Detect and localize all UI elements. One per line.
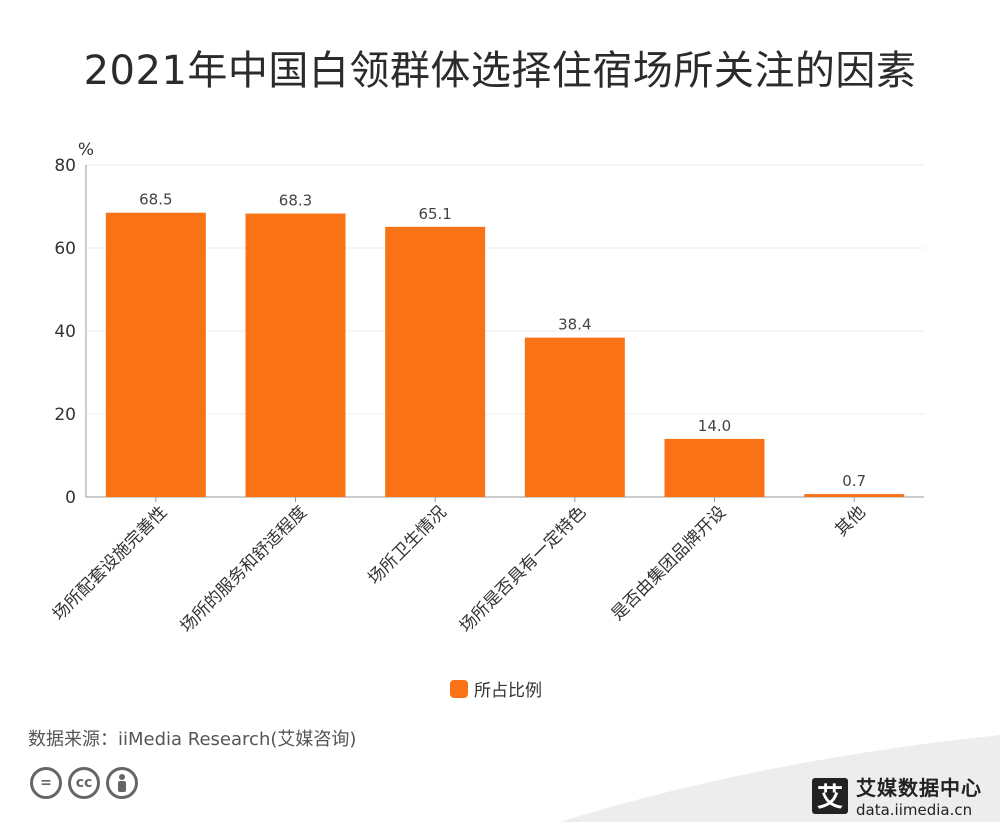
chart-title: 2021年中国白领群体选择住宿场所关注的因素 [83,48,917,94]
y-tick-label: 20 [54,405,76,425]
license-icons: = cc [30,767,138,799]
bar [245,213,346,497]
y-tick-label: 40 [54,322,76,342]
value-label: 68.3 [279,192,312,210]
x-tick-label: 场所是否具有一定特色 [456,502,590,636]
cc-icon: cc [68,767,100,799]
brand-name: 艾媒数据中心 [856,776,982,800]
source-note: 数据来源：iiMedia Research(艾媒咨询) [28,729,357,750]
y-unit-label: % [78,140,94,160]
x-tick-label: 是否由集团品牌开设 [608,502,730,624]
brand-block: 艾 艾媒数据中心 data.iimedia.cn [812,772,982,819]
y-tick-label: 0 [65,488,76,508]
value-label: 14.0 [698,417,731,435]
bar [524,337,625,497]
y-tick-label: 60 [54,239,76,259]
brand-url: data.iimedia.cn [856,801,973,819]
y-tick-label: 80 [54,156,76,176]
value-label: 38.4 [558,316,591,334]
x-tick-label: 场所卫生情况 [364,502,450,588]
legend-label: 所占比例 [474,681,542,701]
x-tick-label: 场所配套设施完善性 [49,502,171,624]
bar [664,438,765,497]
legend-swatch [450,679,468,698]
bar [804,494,905,497]
bar [105,212,206,497]
value-label: 68.5 [139,191,172,209]
value-label: 65.1 [418,205,451,223]
x-tick-label: 场所的服务和舒适程度 [177,502,311,636]
value-label: 0.7 [842,472,866,490]
equals-icon: = [30,767,62,799]
brand-logo-icon: 艾 [812,777,848,814]
x-tick-label: 其他 [832,502,870,540]
bar-chart: 0 20 40 60 80% 68.5 场所配套设施完善性 68.3 场所的服务和舒适程度 65.… [49,140,924,637]
legend: 所占比例 [450,676,542,701]
person-icon [106,767,138,799]
bar [385,226,486,497]
